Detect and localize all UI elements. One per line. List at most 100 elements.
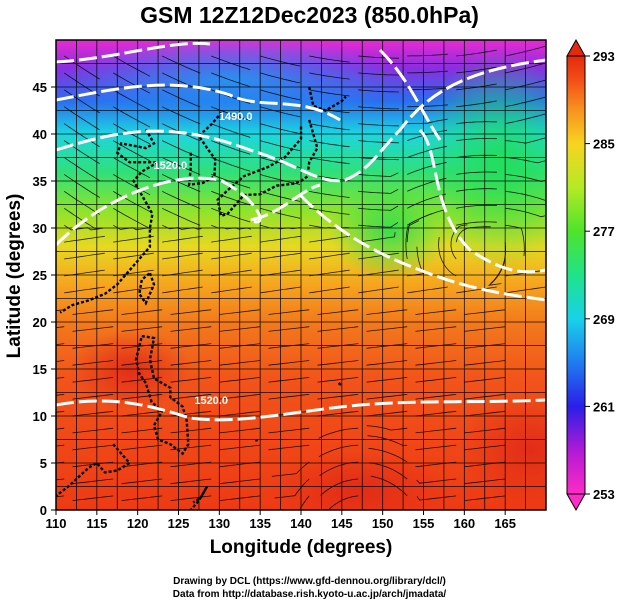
streamline [456, 66, 497, 74]
streamline [170, 478, 212, 485]
streamline [407, 104, 449, 108]
y-tick-label: 45 [33, 80, 47, 95]
streamline [211, 72, 251, 87]
coastline [59, 128, 163, 314]
streamline [72, 444, 114, 451]
y-tick-label: 20 [33, 315, 47, 330]
grid [56, 40, 546, 510]
streamline [358, 172, 399, 177]
coastline [138, 272, 156, 306]
streamline [56, 495, 65, 498]
y-tick-label: 30 [33, 221, 47, 236]
streamline [121, 343, 163, 349]
coastline [337, 382, 342, 386]
streamline [407, 118, 448, 125]
streamline [72, 394, 114, 400]
streamline [366, 360, 408, 366]
streamline [309, 207, 350, 215]
colorbar-tick-label: 285 [593, 137, 615, 152]
streamline [309, 190, 350, 198]
streamline [456, 188, 497, 192]
streamline [415, 343, 457, 349]
credits: Drawing by DCL (https://www.gfd-dennou.o… [0, 575, 619, 601]
streamline [415, 377, 457, 383]
coastline [134, 334, 190, 456]
credits-line-1: Drawing by DCL (https://www.gfd-dennou.o… [173, 576, 446, 587]
streamline [72, 495, 114, 501]
streamline [407, 70, 449, 74]
streamline [358, 140, 399, 144]
streamline [358, 106, 399, 110]
streamline [121, 394, 163, 400]
y-tick-label: 0 [40, 503, 47, 518]
colorbar-bottom-arrow [566, 493, 586, 512]
streamline [320, 478, 359, 496]
streamline [211, 207, 251, 223]
streamline [317, 410, 359, 417]
streamline [274, 478, 310, 499]
contour-line [56, 398, 546, 422]
x-tick-label: 150 [372, 516, 394, 531]
y-tick-label: 35 [33, 174, 47, 189]
streamline [366, 326, 408, 332]
streamline [72, 478, 114, 485]
streamline [56, 478, 65, 481]
chart-title: GSM 12Z12Dec2023 (850.0hPa) [140, 2, 479, 28]
streamline [170, 495, 212, 501]
streamline [456, 204, 497, 209]
streamline [121, 360, 163, 366]
streamline [113, 252, 154, 260]
streamline [162, 140, 201, 159]
height-contours [56, 41, 546, 422]
streamline [260, 89, 301, 101]
streamline [407, 53, 449, 57]
streamline [456, 121, 497, 125]
streamline [456, 49, 497, 57]
y-axis-ticks: 0 5 10 15 20 25 30 35 40 45 [33, 80, 56, 518]
streamline [63, 174, 100, 198]
streamline [260, 106, 301, 118]
streamline [366, 425, 408, 431]
streamline [211, 174, 251, 189]
x-tick-label: 120 [127, 516, 149, 531]
credits-line-2: Data from http://database.rish.kyoto-u.a… [172, 589, 447, 600]
streamline [72, 326, 114, 332]
streamline [260, 207, 301, 219]
streamline [112, 207, 151, 229]
streamline [268, 394, 310, 400]
streamline [268, 309, 310, 315]
streamline [211, 235, 252, 243]
streamline [170, 343, 212, 349]
streamline [358, 205, 399, 211]
streamline [56, 427, 65, 430]
streamline [358, 55, 399, 59]
contour-label: 1520.0 [154, 160, 188, 172]
streamline [72, 309, 114, 315]
streamline [56, 326, 65, 329]
streamline [299, 495, 310, 510]
streamline [358, 222, 399, 228]
streamline [317, 326, 359, 332]
streamline [170, 394, 212, 400]
streamline [358, 89, 399, 93]
x-tick-label: 155 [413, 516, 435, 531]
coastline [189, 485, 209, 510]
streamline [318, 427, 359, 439]
streamline [72, 343, 114, 349]
y-tick-label: 10 [33, 409, 47, 424]
coastline [56, 443, 132, 497]
streamline [366, 343, 408, 349]
streamline [415, 360, 457, 366]
streamline [456, 138, 497, 141]
contour-label: 1490.0 [219, 111, 253, 123]
streamline [268, 427, 310, 434]
streamline [416, 495, 457, 501]
streamline [309, 89, 350, 97]
streamline [407, 162, 447, 175]
x-tick-label: 165 [494, 516, 516, 531]
streamline [366, 309, 408, 315]
streamline [162, 207, 201, 226]
coastline [187, 109, 225, 187]
streamline [358, 232, 396, 243]
